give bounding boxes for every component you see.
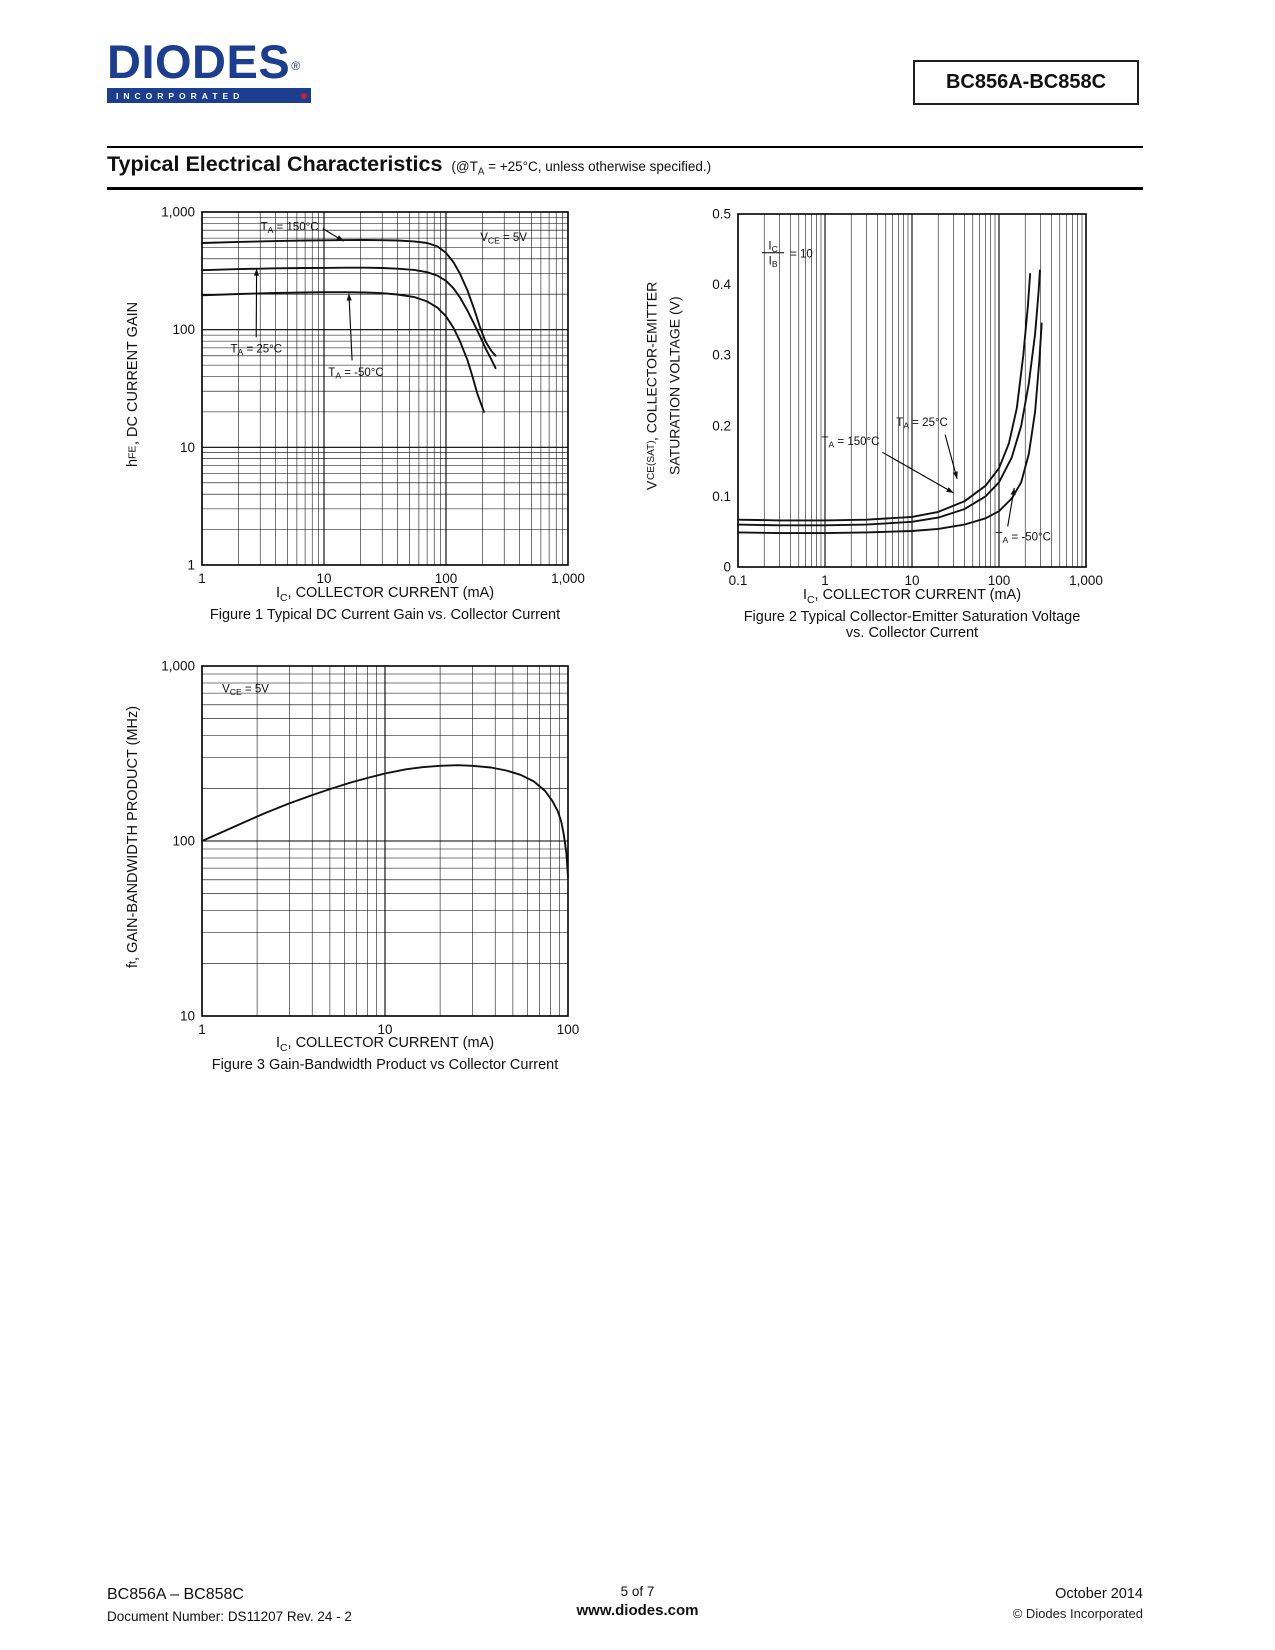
svg-text:0.1: 0.1 xyxy=(712,489,731,504)
svg-text:0.3: 0.3 xyxy=(712,348,731,363)
fig2-y-axis-label-line1: V CE(SAT), COLLECTOR-EMITTER xyxy=(643,281,660,490)
figure-2: V CE(SAT), COLLECTOR-EMITTER SATURATION V… xyxy=(640,204,1103,641)
part-number-box: BC856A-BC858C xyxy=(913,60,1139,105)
footer-right: October 2014 © Diodes Incorporated xyxy=(1013,1586,1143,1621)
svg-text:10: 10 xyxy=(316,571,331,586)
section-condition: (@TA = +25°C, unless otherwise specified… xyxy=(451,159,712,178)
footer-copyright: © Diodes Incorporated xyxy=(1012,1606,1143,1621)
svg-text:1: 1 xyxy=(198,1022,206,1037)
svg-text:VCE = 5V: VCE = 5V xyxy=(222,683,269,697)
svg-text:100: 100 xyxy=(435,571,458,586)
svg-text:10: 10 xyxy=(904,573,919,588)
svg-text:100: 100 xyxy=(172,322,195,337)
svg-text:10: 10 xyxy=(180,1009,195,1024)
fig2-y-axis-label-line2: SATURATION VOLTAGE (V) xyxy=(666,296,683,475)
section-rule xyxy=(107,187,1143,190)
footer-doc-label: Document Number: xyxy=(107,1609,225,1624)
svg-text:1: 1 xyxy=(198,571,206,586)
svg-text:100: 100 xyxy=(988,573,1011,588)
svg-text:TA = 25°C: TA = 25°C xyxy=(896,417,948,431)
figure-1: h FE, DC CURRENT GAIN 1 10 100 1,000 1 10 100 1,… xyxy=(120,204,585,623)
svg-text:100: 100 xyxy=(557,1022,580,1037)
logo-incorporated-text: INCORPORATED xyxy=(116,90,245,101)
svg-text:1,000: 1,000 xyxy=(551,571,585,586)
footer-website: www.diodes.com xyxy=(576,1602,699,1619)
fig3-plot-area: 1 10 100 10 100 1,000 VCE = 5V xyxy=(146,658,579,1044)
footer-part-range: BC856A – BC858C xyxy=(107,1586,244,1603)
fig3-x-axis-label: IC, COLLECTOR CURRENT (mA) xyxy=(275,1035,495,1054)
part-number: BC856A-BC858C xyxy=(945,71,1107,93)
fig1-plot-area: 1 10 100 1,000 1 10 100 1,000 VCE = 5V TA = 150°C… xyxy=(146,204,585,594)
svg-text:10: 10 xyxy=(377,1022,392,1037)
svg-text:IC: IC xyxy=(768,240,777,254)
fig1-x-axis-label: IC, COLLECTOR CURRENT (mA) xyxy=(275,585,495,604)
svg-text:0.2: 0.2 xyxy=(712,418,731,433)
svg-text:TA = 150°C: TA = 150°C xyxy=(822,436,880,450)
svg-text:VCE = 5V: VCE = 5V xyxy=(480,232,527,246)
fig1-caption: Figure 1 Typical DC Current Gain vs. Col… xyxy=(209,606,561,623)
fig2-x-axis-label: IC, COLLECTOR CURRENT (mA) xyxy=(802,587,1022,606)
svg-text:1,000: 1,000 xyxy=(161,659,195,674)
svg-text:TA = -50°C: TA = -50°C xyxy=(996,532,1051,546)
header-rule xyxy=(107,146,1143,148)
logo-wordmark: DIODES® xyxy=(107,38,322,85)
logo-text: DIODES xyxy=(107,35,291,88)
fig2-plot-area: 0.1 1 10 100 1,000 0 0.1 0.2 0.3 0.4 0.5 IC IB = 10 TA… xyxy=(686,204,1103,596)
section-title: Typical Electrical Characteristics xyxy=(107,152,443,176)
svg-text:1: 1 xyxy=(821,573,829,588)
registered-trademark-icon: ® xyxy=(291,59,301,73)
svg-text:100: 100 xyxy=(172,834,195,849)
footer-date: October 2014 xyxy=(1055,1586,1143,1602)
svg-text:1,000: 1,000 xyxy=(161,205,195,220)
svg-text:TA = 25°C: TA = 25°C xyxy=(231,344,283,358)
footer-doc-value: DS11207 Rev. 24 - 2 xyxy=(227,1609,352,1624)
svg-text:= 10: = 10 xyxy=(790,248,813,260)
fig2-y-axis-label: V CE(SAT), COLLECTOR-EMITTER SATURATION V… xyxy=(640,204,686,567)
logo-red-dot-icon xyxy=(301,92,307,99)
svg-text:10: 10 xyxy=(180,440,195,455)
svg-text:0.5: 0.5 xyxy=(712,207,731,222)
svg-text:1,000: 1,000 xyxy=(1069,573,1103,588)
svg-text:0.4: 0.4 xyxy=(712,277,731,292)
footer-page-number: 5 of 7 xyxy=(620,1584,655,1599)
fig1-chart: 1 10 100 1,000 1 10 100 1,000 VCE = 5V TA = 150°C… xyxy=(161,205,585,587)
svg-text:TA = -50°C: TA = -50°C xyxy=(328,367,383,381)
diodes-logo: DIODES® INCORPORATED xyxy=(107,38,322,103)
section-heading: Typical Electrical Characteristics (@TA … xyxy=(107,152,711,178)
footer-document-number: Document Number: DS11207 Rev. 24 - 2 xyxy=(107,1609,352,1624)
fig1-y-axis-label: h FE, DC CURRENT GAIN xyxy=(125,302,141,467)
svg-text:0: 0 xyxy=(723,560,731,575)
svg-text:1: 1 xyxy=(187,558,195,573)
svg-text:TA = 150°C: TA = 150°C xyxy=(261,221,319,235)
fig2-caption: Figure 2 Typical Collector-Emitter Satur… xyxy=(743,608,1081,641)
logo-incorporated-bar: INCORPORATED xyxy=(107,88,311,103)
footer-center: 5 of 7 www.diodes.com xyxy=(0,1584,1275,1619)
footer-left: BC856A – BC858C Document Number: DS11207… xyxy=(107,1586,352,1624)
svg-text:0.1: 0.1 xyxy=(729,573,748,588)
fig3-caption: Figure 3 Gain-Bandwidth Product vs Colle… xyxy=(211,1056,559,1073)
svg-text:IB: IB xyxy=(769,255,778,268)
